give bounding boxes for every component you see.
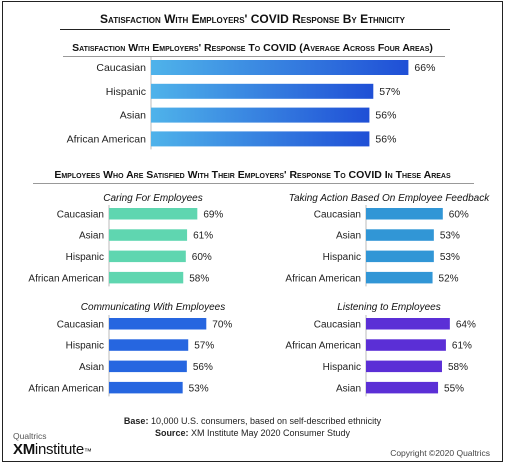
brand-institute: institute: [34, 441, 84, 458]
panel-title-listening: Listening to Employees: [337, 302, 440, 313]
category-label-overall-3: African American: [67, 134, 147, 146]
bar-caring-3: [109, 271, 184, 284]
bar-listening-1: [366, 339, 446, 351]
category-label-communicating-1: Hispanic: [66, 341, 104, 352]
category-label-caring-3: African American: [28, 273, 104, 284]
bar-overall-1: [151, 83, 374, 99]
brand-logo: XMinstitute™: [13, 441, 92, 458]
category-label-action-1: Asian: [336, 231, 361, 242]
bar-overall-0: [151, 60, 409, 75]
value-label-action-1: 53%: [440, 231, 460, 242]
base-label: Base:: [123, 416, 149, 426]
brand-company: Qualtrics: [13, 431, 47, 441]
value-label-caring-2: 60%: [192, 252, 212, 263]
bar-listening-2: [366, 360, 442, 373]
bar-action-3: [366, 271, 433, 284]
report-frame: Satisfaction With Employers' COVID Respo…: [2, 1, 503, 462]
value-label-listening-1: 61%: [452, 341, 472, 352]
bar-action-1: [366, 229, 434, 241]
category-label-communicating-3: African American: [28, 383, 104, 394]
value-label-overall-2: 56%: [375, 110, 396, 122]
category-label-action-0: Caucasian: [314, 209, 361, 220]
title-divider: [60, 29, 450, 30]
category-label-action-3: African American: [285, 273, 361, 284]
panel-title-caring: Caring For Employees: [103, 193, 202, 204]
value-label-caring-1: 61%: [193, 231, 213, 242]
value-label-communicating-0: 70%: [212, 319, 232, 330]
value-label-listening-3: 55%: [444, 383, 464, 394]
areas-title-divider: [33, 183, 474, 184]
areas-section-title: Employees Who Are Satisfied With Their E…: [54, 169, 451, 181]
category-label-listening-3: Asian: [336, 383, 361, 394]
charts-canvas: Caucasian 66% Hispanic 57% Asian 56% African A…: [28, 57, 490, 397]
source-label: Source:: [154, 428, 189, 438]
bar-listening-0: [366, 318, 450, 330]
category-label-caring-0: Caucasian: [57, 209, 104, 220]
bar-communicating-2: [109, 360, 187, 373]
brand-tm: ™: [83, 447, 92, 456]
bar-listening-3: [366, 381, 439, 394]
value-label-communicating-1: 57%: [194, 341, 214, 352]
bar-communicating-0: [109, 318, 207, 330]
value-label-action-2: 53%: [440, 252, 460, 263]
base-text: 10,000 U.S. consumers, based on self-des…: [150, 416, 382, 426]
value-label-caring-3: 58%: [189, 273, 209, 284]
main-title: Satisfaction With Employers' COVID Respo…: [100, 12, 405, 26]
bar-communicating-1: [109, 339, 189, 351]
value-label-overall-0: 66%: [414, 62, 435, 74]
value-label-caring-0: 69%: [203, 209, 223, 220]
category-label-overall-1: Hispanic: [106, 86, 146, 98]
overall-title-divider: [63, 56, 445, 57]
value-label-communicating-2: 56%: [193, 362, 213, 373]
bar-caring-2: [109, 250, 186, 263]
panel-title-action: Taking Action Based On Employee Feedback: [289, 193, 490, 204]
category-label-listening-1: African American: [285, 341, 361, 352]
category-label-communicating-2: Asian: [79, 362, 104, 373]
category-label-overall-0: Caucasian: [96, 62, 146, 74]
source-text: XM Institute May 2020 Consumer Study: [190, 428, 351, 438]
value-label-action-0: 60%: [449, 209, 469, 220]
base-note: Base: 10,000 U.S. consumers, based on se…: [3, 416, 502, 426]
value-label-communicating-3: 53%: [189, 383, 209, 394]
overall-chart-title: Satisfaction With Employers' Response To…: [72, 42, 433, 54]
source-note: Source: XM Institute May 2020 Consumer S…: [3, 428, 502, 438]
value-label-action-3: 52%: [439, 273, 459, 284]
category-label-caring-2: Hispanic: [66, 252, 104, 263]
category-label-overall-2: Asian: [120, 110, 146, 122]
bar-action-2: [366, 250, 434, 263]
category-label-caring-1: Asian: [79, 231, 104, 242]
category-label-action-2: Hispanic: [323, 252, 361, 263]
value-label-overall-3: 56%: [375, 134, 396, 146]
bar-caring-0: [109, 208, 198, 220]
panel-title-communicating: Communicating With Employees: [81, 302, 225, 313]
value-label-overall-1: 57%: [379, 86, 400, 98]
category-label-listening-2: Hispanic: [323, 362, 361, 373]
value-label-listening-0: 64%: [456, 319, 476, 330]
bar-communicating-3: [109, 381, 183, 394]
bar-action-0: [366, 208, 443, 220]
category-label-listening-0: Caucasian: [314, 319, 361, 330]
bar-overall-3: [151, 131, 370, 147]
bar-overall-2: [151, 107, 370, 123]
category-label-communicating-0: Caucasian: [57, 319, 104, 330]
brand-xm: XM: [13, 441, 35, 458]
value-label-listening-2: 58%: [448, 362, 468, 373]
bar-caring-1: [109, 229, 188, 241]
copyright: Copyright ©2020 Qualtrics: [390, 448, 490, 458]
